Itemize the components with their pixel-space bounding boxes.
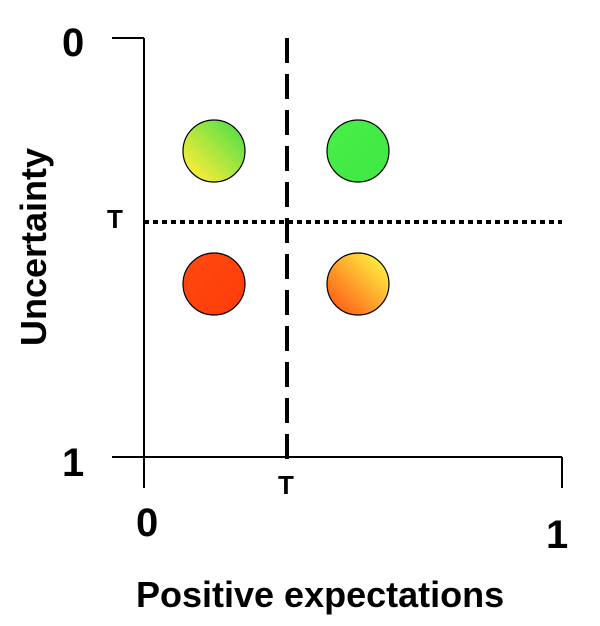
- quadrant-circle-bottom-right: [326, 252, 390, 316]
- y-axis-title: Uncertainty: [13, 148, 54, 346]
- quadrant-circle-bottom-left: [182, 252, 246, 316]
- x-min-label: 0: [136, 501, 158, 545]
- y-top-label: 0: [62, 21, 84, 65]
- x-axis-title: Positive expectations: [136, 574, 504, 615]
- quadrant-circle-top-left: [182, 119, 246, 183]
- quadrant-circle-top-right: [326, 119, 390, 183]
- y-threshold-label: T: [107, 204, 123, 234]
- y-bottom-label: 1: [62, 441, 84, 485]
- x-max-label: 1: [546, 513, 568, 557]
- x-threshold-label: T: [278, 470, 294, 500]
